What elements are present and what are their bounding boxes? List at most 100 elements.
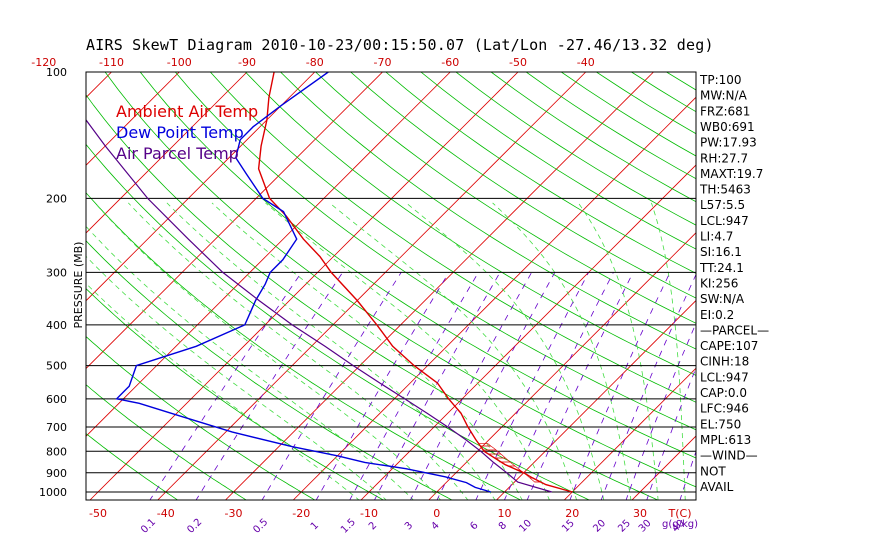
pressure-tick-label: 600 xyxy=(46,393,67,406)
mixing-ratio-line xyxy=(625,322,696,500)
isotherm-line xyxy=(89,72,519,500)
dry-adiabat-line xyxy=(174,72,696,431)
stat-line: CAP:0.0 xyxy=(700,386,747,400)
mixing-ratio-label: 30 xyxy=(637,518,654,535)
stat-line: —WIND— xyxy=(700,449,758,463)
bottom-temp-tick-label: -10 xyxy=(360,507,378,520)
mixing-ratio-label: 20 xyxy=(591,518,608,535)
moist-adiabat-line xyxy=(211,202,523,500)
mixing-ratio-line xyxy=(646,367,696,500)
dry-adiabat-line xyxy=(385,72,696,274)
mixing-ratio-line xyxy=(569,272,671,500)
moist-adiabat-line xyxy=(405,202,605,500)
moist-adiabat-line xyxy=(492,202,632,500)
dry-adiabat-line xyxy=(525,72,696,180)
dry-adiabat-line xyxy=(139,72,696,459)
top-temp-tick-label: -70 xyxy=(374,56,392,69)
grid-layer xyxy=(86,63,870,501)
mixing-ratio-label: 1.5 xyxy=(339,517,358,536)
top-temp-tick-label: -120 xyxy=(31,56,56,69)
stat-line: CAPE:107 xyxy=(700,339,758,353)
legend-item: Dew Point Temp xyxy=(116,123,244,142)
pressure-tick-label: 900 xyxy=(46,467,67,480)
mixing-ratio-label: 25 xyxy=(616,518,633,535)
mixing-ratio-label: 8 xyxy=(497,520,509,532)
pressure-tick-label: 300 xyxy=(46,266,67,279)
mixing-ratio-label: 6 xyxy=(468,520,480,532)
dry-adiabat-line xyxy=(245,72,696,376)
dry-adiabat-line xyxy=(86,384,247,500)
air-parcel-temp-line xyxy=(86,118,553,493)
dry-adiabat-line xyxy=(86,433,179,500)
isotherm-line xyxy=(157,72,587,500)
stat-line: EL:750 xyxy=(700,417,741,431)
mixing-ratio-line xyxy=(410,272,532,500)
legend-item: Ambient Air Temp xyxy=(116,102,258,121)
stat-line: LCL:947 xyxy=(700,214,749,228)
mixing-ratio-label: 10 xyxy=(517,518,534,535)
top-temp-tick-label: -40 xyxy=(577,56,595,69)
profile-layer xyxy=(86,72,573,493)
stat-line: LCL:947 xyxy=(700,370,749,384)
stat-line: LI:4.7 xyxy=(700,230,733,244)
stat-line: FRZ:681 xyxy=(700,104,750,118)
top-temp-tick-label: -80 xyxy=(306,56,324,69)
bottom-temp-tick-label: -30 xyxy=(225,507,243,520)
mixing-ratio-line xyxy=(195,272,343,500)
isotherm-line xyxy=(86,72,316,302)
ambient-air-temp-line xyxy=(257,72,573,493)
stat-line: TT:24.1 xyxy=(699,261,744,275)
stat-line: CINH:18 xyxy=(700,355,749,369)
mixing-ratio-label: 0.2 xyxy=(185,517,204,536)
isotherm-line xyxy=(428,232,696,500)
stat-line: PW:17.93 xyxy=(700,136,757,150)
pressure-tick-label: 500 xyxy=(46,360,67,373)
dry-adiabat-line xyxy=(86,240,453,500)
mixing-ratio-line xyxy=(315,272,450,500)
mixing-ratio-label: 4 xyxy=(430,520,442,532)
dry-adiabat-line xyxy=(666,72,696,91)
dry-adiabat-line xyxy=(86,336,316,500)
x-axis-label: T(C) xyxy=(668,507,692,520)
stat-line: LFC:946 xyxy=(700,402,749,416)
pressure-tick-label: 200 xyxy=(46,192,67,205)
stat-line: TH:5463 xyxy=(699,183,751,197)
bottom-temp-tick-label: 20 xyxy=(565,507,579,520)
moist-adiabat-line xyxy=(86,282,360,500)
plot-frame xyxy=(85,71,697,501)
dry-adiabat-line xyxy=(490,72,696,203)
moist-adiabat-line xyxy=(166,202,496,500)
top-temp-tick-label: -50 xyxy=(509,56,527,69)
legend-item: Air Parcel Temp xyxy=(116,144,239,163)
dry-adiabat-line xyxy=(104,72,696,488)
stat-line: MPL:613 xyxy=(700,433,751,447)
stat-line: MAXT:19.7 xyxy=(700,167,763,181)
dry-adiabat-line xyxy=(350,72,696,299)
isotherm-line xyxy=(86,72,384,370)
stat-line: NOT xyxy=(700,464,726,478)
stat-line: SI:16.1 xyxy=(700,245,742,259)
mixing-ratio-label: 0.5 xyxy=(251,517,270,536)
top-temp-tick-label: -90 xyxy=(238,56,256,69)
mixing-ratio-label: 0.1 xyxy=(139,517,158,536)
top-temp-tick-label: -100 xyxy=(167,56,192,69)
dry-adiabat-line xyxy=(86,192,522,500)
dry-adiabat-line xyxy=(86,143,591,500)
pressure-tick-label: 800 xyxy=(46,445,67,458)
mixing-ratio-line xyxy=(149,272,302,500)
mixing-ratio-label: 1 xyxy=(309,520,321,532)
bottom-temp-tick-label: -50 xyxy=(89,507,107,520)
moist-adiabat-line xyxy=(651,202,686,500)
top-temp-tick-label: -110 xyxy=(99,56,124,69)
moist-adiabat-line xyxy=(86,255,387,500)
mixing-ratio-label: 15 xyxy=(560,518,577,535)
bottom-temp-tick-label: -40 xyxy=(157,507,175,520)
moist-adiabat-line xyxy=(329,202,578,500)
isotherm-line xyxy=(495,299,696,500)
stat-line: SW:N/A xyxy=(700,292,745,306)
isotherm-line xyxy=(834,63,870,501)
moist-adiabat-line xyxy=(86,225,414,500)
stat-line: RH:27.7 xyxy=(700,151,748,165)
dry-adiabat-line xyxy=(210,72,696,403)
